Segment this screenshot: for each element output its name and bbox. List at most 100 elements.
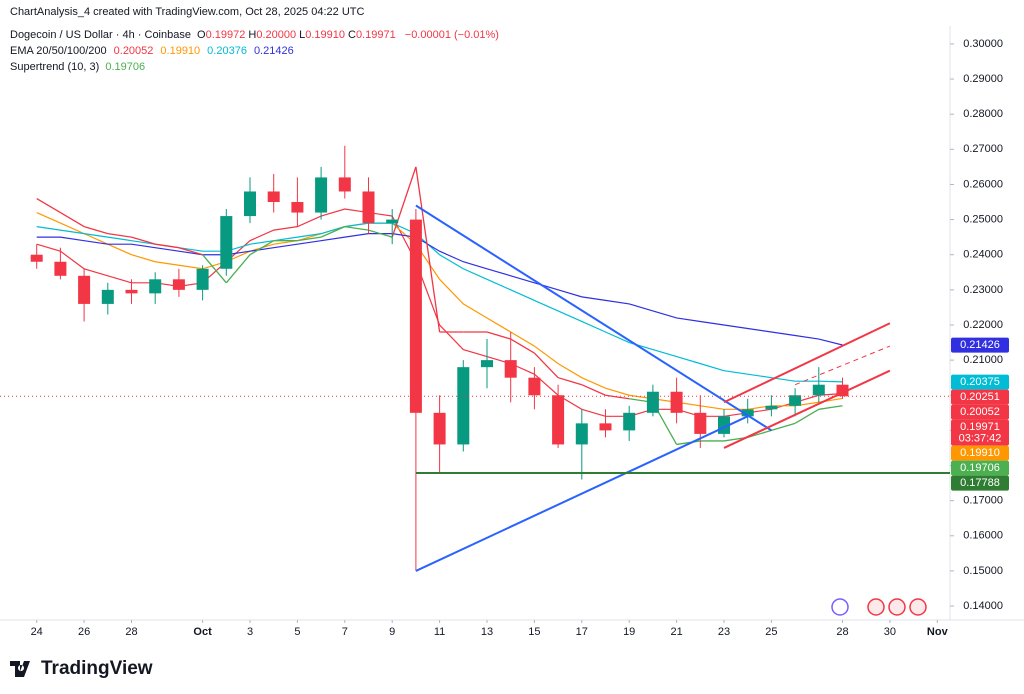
- candle-body: [30, 254, 43, 262]
- ema-line: [36, 233, 843, 346]
- icon[interactable]: [831, 598, 849, 616]
- x-tick-label: 7: [342, 626, 348, 638]
- trend-line: [415, 204, 772, 432]
- supertrend-line: [131, 236, 156, 245]
- trend-line: [723, 322, 891, 404]
- x-tick-label: Nov: [927, 626, 949, 638]
- supertrend-line: [320, 226, 346, 238]
- candle-body: [552, 395, 565, 445]
- price-label-box: [951, 374, 1009, 390]
- candle-body: [575, 423, 588, 445]
- ema-line: [36, 208, 843, 417]
- price-label-box: [951, 404, 1009, 420]
- axes: 0.140000.150000.160000.170000.180000.190…: [31, 38, 1009, 638]
- price-label: 0.21426: [960, 339, 1000, 351]
- ohlc-key: C: [347, 29, 356, 41]
- x-tick-label: 28: [125, 626, 137, 638]
- ema-line: [36, 222, 843, 383]
- icon[interactable]: [888, 598, 906, 616]
- logo: TradingView: [10, 658, 153, 680]
- price-label: 0.20375: [960, 376, 1000, 388]
- price-label-box: [951, 460, 1009, 476]
- supertrend-line: [415, 166, 441, 333]
- ema-values: 0.20052 0.19910 0.20376 0.21426: [110, 45, 297, 57]
- price-label: 0.20052: [960, 406, 1000, 418]
- candle-body: [623, 412, 636, 431]
- supertrend-line: [747, 429, 772, 439]
- candle-body: [291, 202, 304, 213]
- trend-line: [415, 415, 749, 572]
- supertrend-line: [297, 236, 322, 242]
- ema-value: 0.19910: [160, 45, 201, 57]
- y-tick-label: 0.15000: [963, 565, 1003, 577]
- supertrend-value: 0.19706: [105, 61, 146, 73]
- candle-body: [338, 177, 351, 192]
- price-label: 0.19971: [960, 421, 1000, 433]
- plot-area: [0, 145, 950, 572]
- price-label-box: [951, 475, 1009, 491]
- supertrend-line: [225, 254, 251, 284]
- supertrend-line: [344, 225, 369, 231]
- supertrend-legend: Supertrend (10, 3) 0.19706: [10, 61, 148, 73]
- candle-body: [220, 216, 233, 269]
- candle-body: [694, 412, 707, 434]
- ohlc-key: O: [197, 29, 206, 41]
- supertrend-line: [533, 352, 559, 379]
- symbol: Dogecoin / US Dollar · 4h · Coinbase: [10, 29, 191, 41]
- supertrend-line: [510, 338, 535, 354]
- icon[interactable]: [909, 598, 927, 616]
- x-tick-label: 15: [528, 626, 540, 638]
- ema-value: 0.21426: [253, 45, 294, 57]
- candle-body: [670, 391, 683, 413]
- ohlc-key: L: [299, 29, 306, 41]
- price-label-box: [951, 389, 1009, 405]
- supertrend-line: [155, 243, 179, 249]
- supertrend-line: [60, 211, 85, 228]
- x-tick-label: 17: [576, 626, 588, 638]
- candle-body: [433, 412, 446, 445]
- price-label: 0.19910: [960, 447, 1000, 459]
- y-tick-label: 0.17000: [963, 495, 1003, 507]
- candle-body: [812, 384, 825, 396]
- trend-line: [723, 369, 891, 449]
- y-tick-label: 0.29000: [963, 73, 1003, 85]
- x-tick-label: 26: [78, 626, 90, 638]
- candle-body: [54, 261, 67, 276]
- ohlc-value: 0.20000: [256, 29, 297, 41]
- candle-body: [362, 191, 375, 224]
- x-tick-label: 3: [247, 626, 253, 638]
- x-tick-label: 21: [670, 626, 682, 638]
- supertrend-line: [36, 197, 61, 214]
- candle-body: [244, 191, 256, 217]
- supertrend-line: [107, 232, 132, 238]
- price-label-box: [951, 337, 1009, 353]
- candle-body: [78, 275, 91, 304]
- candle-body: [386, 219, 399, 224]
- candle-body: [409, 219, 422, 413]
- x-tick-label: 13: [481, 626, 493, 638]
- candle-body: [765, 405, 778, 410]
- price-label-box: [951, 419, 1009, 446]
- supertrend-line: [818, 405, 843, 410]
- logo-icon: [10, 661, 30, 677]
- icon[interactable]: [867, 598, 885, 616]
- x-tick-label: 25: [765, 626, 777, 638]
- y-tick-label: 0.28000: [963, 108, 1003, 120]
- supertrend-line: [771, 422, 796, 432]
- candle-body: [267, 191, 280, 203]
- y-tick-label: 0.26000: [963, 178, 1003, 190]
- trend-line: [794, 345, 891, 386]
- y-tick-label: 0.21000: [963, 354, 1003, 366]
- y-tick-label: 0.30000: [963, 38, 1003, 50]
- candle-body: [101, 289, 114, 304]
- attribution: ChartAnalysis_4 created with TradingView…: [10, 6, 365, 18]
- candle-body: [741, 409, 754, 417]
- candle-body: [196, 268, 209, 290]
- ema-line: [36, 212, 843, 410]
- logo-text: TradingView: [41, 658, 153, 679]
- supertrend-line: [557, 377, 582, 386]
- y-tick-label: 0.25000: [963, 213, 1003, 225]
- supertrend-line: [605, 394, 630, 400]
- y-tick-label: 0.23000: [963, 284, 1003, 296]
